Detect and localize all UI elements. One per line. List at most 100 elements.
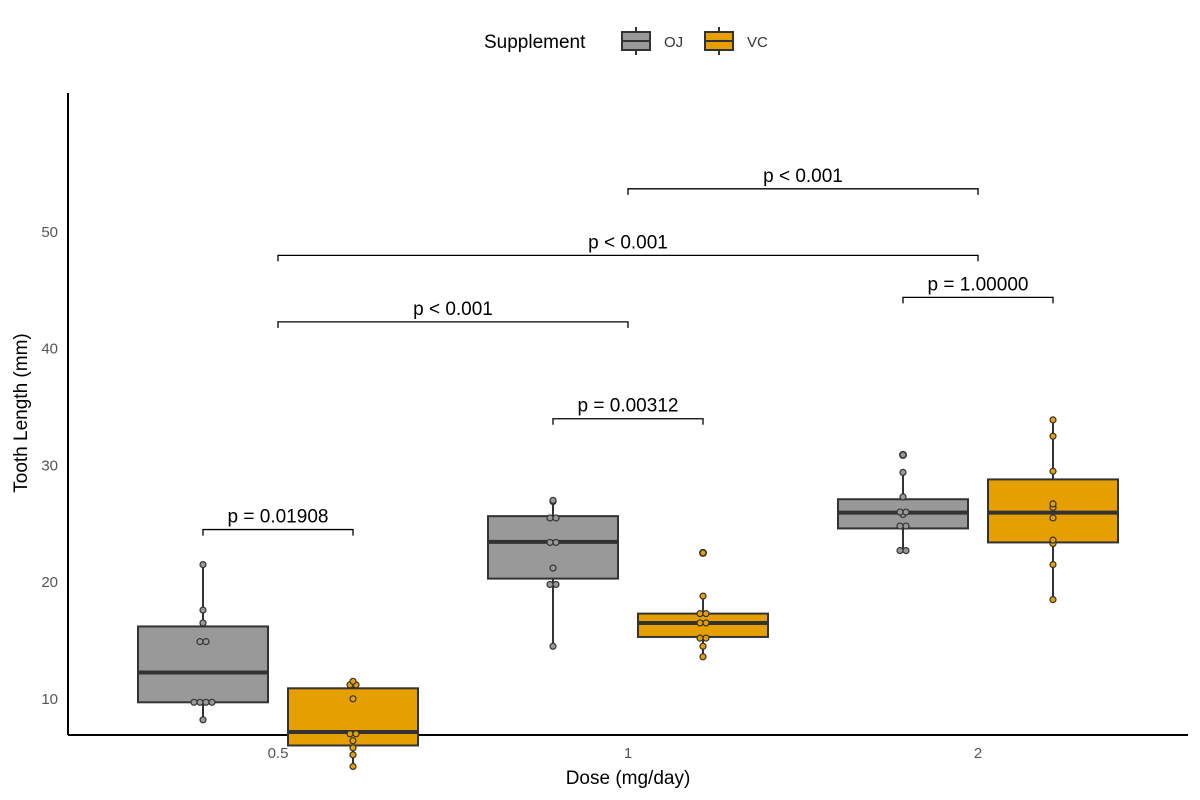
data-point <box>552 514 560 522</box>
data-point <box>549 564 557 572</box>
legend-entry-vc: VC <box>704 27 768 55</box>
brackets: p = 0.01908 p = 0.00312 p = 1.00000 p < 0.0… <box>202 166 1054 536</box>
legend-title: Supplement <box>484 32 586 53</box>
y-tick-label: 50 <box>41 224 58 241</box>
data-point <box>696 610 704 618</box>
data-point <box>546 580 554 589</box>
box-body <box>137 625 269 704</box>
p-value-label: p = 1.00000 <box>928 274 1029 295</box>
y-tick-label: 30 <box>41 457 58 474</box>
y-tick-label: 10 <box>41 691 58 708</box>
data-point <box>696 619 704 627</box>
bracket-line <box>902 296 1054 304</box>
p-value-label: p = 0.01908 <box>228 507 329 528</box>
data-point <box>699 642 707 650</box>
box-vc-0.5 <box>287 677 419 771</box>
legend-entries: OJ VC <box>621 27 768 55</box>
data-point <box>199 619 207 627</box>
data-point <box>896 522 904 530</box>
box-vc-2 <box>987 416 1119 604</box>
bracket-line <box>277 321 629 328</box>
data-point <box>902 546 910 555</box>
legend-label: OJ <box>664 34 683 51</box>
data-point <box>699 549 707 557</box>
data-point <box>546 538 554 547</box>
data-point <box>549 496 557 505</box>
legend: Supplement OJ VC <box>484 27 768 55</box>
data-point <box>699 592 707 600</box>
box-vc-1 <box>637 548 769 661</box>
y-axis-title: Tooth Length (mm) <box>11 333 32 492</box>
data-point <box>902 508 910 516</box>
bracket-line <box>627 188 979 195</box>
data-point <box>349 751 357 759</box>
data-point <box>199 606 207 614</box>
data-point <box>202 638 210 646</box>
data-point <box>349 695 357 703</box>
data-point <box>1049 514 1057 522</box>
data-point <box>702 610 710 618</box>
data-point <box>902 522 910 530</box>
data-point <box>702 634 710 642</box>
data-point <box>896 508 904 516</box>
data-point <box>552 538 560 547</box>
bracket-line <box>202 528 354 536</box>
significance-bracket: p = 0.01908 <box>202 507 354 536</box>
bracket-line <box>552 418 704 425</box>
data-point <box>196 698 204 706</box>
box-oj-2 <box>837 450 969 555</box>
data-point <box>190 698 198 706</box>
data-point <box>1049 596 1057 604</box>
data-point <box>552 580 560 589</box>
significance-bracket: p < 0.001 <box>627 166 979 195</box>
data-point <box>346 730 354 738</box>
x-tick-label: 2 <box>974 745 982 762</box>
p-value-label: p = 0.00312 <box>578 396 679 417</box>
data-point <box>1049 467 1057 475</box>
data-point <box>1049 432 1057 440</box>
data-point <box>899 451 907 459</box>
data-point <box>546 514 554 522</box>
y-tick-label: 40 <box>41 341 58 358</box>
box-oj-0.5 <box>137 560 269 724</box>
boxes <box>137 416 1119 771</box>
data-point <box>699 653 707 661</box>
significance-bracket: p = 1.00000 <box>902 274 1054 304</box>
data-point <box>1049 416 1057 424</box>
data-point <box>899 493 907 501</box>
data-point <box>208 698 216 706</box>
legend-entry-oj: OJ <box>621 27 683 55</box>
data-point <box>1049 560 1057 569</box>
x-axis-title: Dose (mg/day) <box>566 768 691 789</box>
data-point <box>896 546 904 555</box>
data-point <box>349 737 357 745</box>
data-point <box>349 762 357 771</box>
p-value-label: p < 0.001 <box>413 299 493 320</box>
significance-bracket: p = 0.00312 <box>552 396 704 425</box>
axes: 10 20 30 40 50 0.5 1 2 <box>41 93 1188 762</box>
data-point <box>899 468 907 477</box>
box-body <box>637 612 769 638</box>
x-tick-label: 0.5 <box>268 745 289 762</box>
p-value-label: p < 0.001 <box>763 166 843 187</box>
significance-bracket: p < 0.001 <box>277 299 629 328</box>
x-tick-label: 1 <box>624 745 632 762</box>
p-value-label: p < 0.001 <box>588 232 668 253</box>
data-point <box>199 716 207 724</box>
data-point <box>349 677 357 685</box>
data-point <box>1049 536 1057 544</box>
data-point <box>199 560 207 569</box>
data-point <box>1049 500 1057 508</box>
data-point <box>696 634 704 642</box>
data-point <box>349 744 357 752</box>
y-tick-label: 20 <box>41 574 58 591</box>
data-point <box>352 730 360 738</box>
data-point <box>702 619 710 627</box>
legend-label: VC <box>747 34 768 51</box>
data-point <box>202 698 210 706</box>
bracket-line <box>277 254 979 262</box>
data-point <box>549 642 557 650</box>
significance-bracket: p < 0.001 <box>277 232 979 262</box>
